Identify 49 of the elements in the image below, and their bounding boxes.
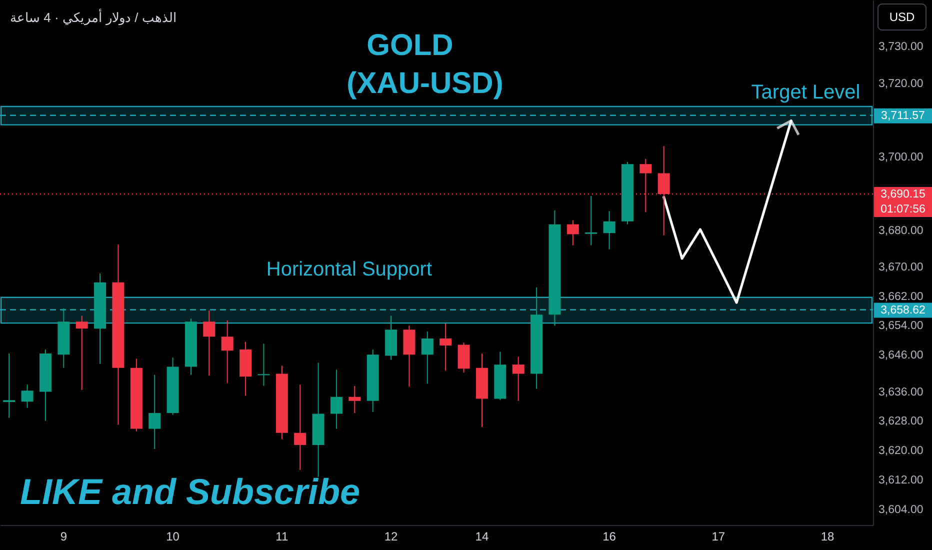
candlestick <box>203 310 216 376</box>
band-label: Horizontal Support <box>266 258 432 280</box>
annotation: الذهب / دولار أمريكي · 4 ساعة <box>10 9 177 26</box>
candlestick <box>421 331 434 384</box>
x-tick-label: 16 <box>602 530 616 544</box>
y-tick-label: 3,620.00 <box>878 445 924 458</box>
candlestick <box>440 322 452 372</box>
y-tick-label: 3,612.00 <box>878 474 924 486</box>
ref-line-label: 3,690.15 <box>880 188 926 201</box>
y-tick-label: 3,720.00 <box>878 78 924 90</box>
candlestick <box>348 385 361 414</box>
ref-line-label: 3,711.57 <box>881 110 925 122</box>
y-tick-label: 3,604.00 <box>878 504 924 516</box>
candlestick <box>258 343 270 386</box>
y-axis-title: USD <box>889 10 915 24</box>
candlestick <box>294 384 306 470</box>
y-tick-label: 3,680.00 <box>878 224 924 237</box>
text: GOLD <box>366 29 454 62</box>
x-tick-label: 18 <box>820 530 835 544</box>
x-tick-label: 14 <box>475 530 489 544</box>
candlestick <box>3 353 16 418</box>
candlestick <box>76 315 88 390</box>
candlestick <box>458 342 470 374</box>
annotation: LIKE and Subscribe <box>20 471 360 512</box>
y-tick-label: 3,654.00 <box>878 320 924 332</box>
candlestick <box>512 356 524 402</box>
candlestick <box>221 320 234 384</box>
x-tick-label: 11 <box>276 530 288 544</box>
y-tick-label: 3,636.00 <box>878 386 924 398</box>
candlestick <box>21 384 34 408</box>
y-tick-label: 3,662.00 <box>878 290 924 303</box>
band-label: Target Level <box>751 81 860 104</box>
candlestick <box>585 196 598 246</box>
candlestick <box>330 369 342 430</box>
y-tick-label: 3,646.00 <box>878 350 924 362</box>
candlestick <box>603 210 616 250</box>
x-tick-label: 17 <box>712 530 726 544</box>
x-tick-label: 12 <box>384 530 398 544</box>
x-tick-label: 9 <box>60 530 68 544</box>
candlestick <box>148 374 161 450</box>
y-tick-label: 3,730.00 <box>878 41 924 54</box>
candlestick <box>566 220 579 246</box>
y-tick-label: 3,670.00 <box>878 262 924 274</box>
text: (XAU-USD) <box>346 67 504 100</box>
x-tick-label: 10 <box>166 530 180 544</box>
y-tick-label: 3,700.00 <box>878 151 924 164</box>
text: 01:07:56 <box>880 204 926 216</box>
ref-line-label: 3,658.62 <box>880 304 926 316</box>
y-tick-label: 3,628.00 <box>878 416 924 428</box>
